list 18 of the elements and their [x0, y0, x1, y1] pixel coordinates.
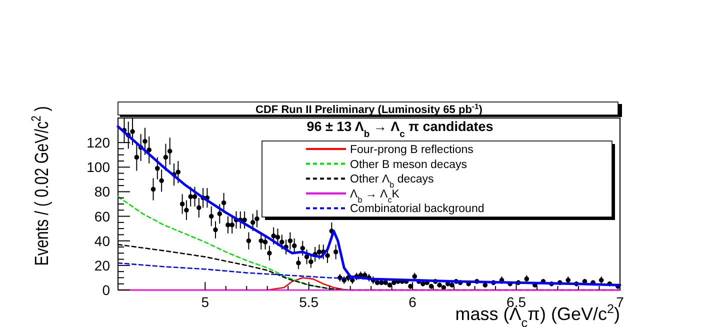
- legend-label: Combinatorial background: [350, 203, 484, 216]
- y-tick-label: 100: [86, 159, 110, 176]
- y-tick-label: 40: [94, 232, 110, 249]
- x-tick-label: 6: [408, 294, 417, 310]
- chart-title: CDF Run II Preliminary (Luminosity 65 pb$^{-1}$): [256, 102, 483, 116]
- x-tick-label: 5: [201, 294, 210, 310]
- x-tick-label: 5.5: [299, 294, 319, 310]
- y-tick-label: 80: [94, 184, 110, 200]
- legend-label: Other B meson decays: [350, 158, 468, 171]
- y-tick-label: 20: [94, 257, 110, 274]
- y-tick-label: 0: [102, 282, 110, 298]
- chart-subtitle: 96 ± 13 Λ$_{b}$ → Λ$_{c}$ π candidates: [306, 119, 494, 140]
- y-tick-label: 120: [86, 134, 110, 151]
- x-tick-label: 7: [616, 294, 624, 310]
- legend-label: Other Λ$_{b}$ decays: [350, 174, 434, 190]
- legend-label: Four-prong B reflections: [350, 144, 474, 156]
- y-tick-label: 60: [94, 208, 110, 224]
- legend-label: Λ$_{b}$ → Λ$_{c}$K: [350, 188, 400, 204]
